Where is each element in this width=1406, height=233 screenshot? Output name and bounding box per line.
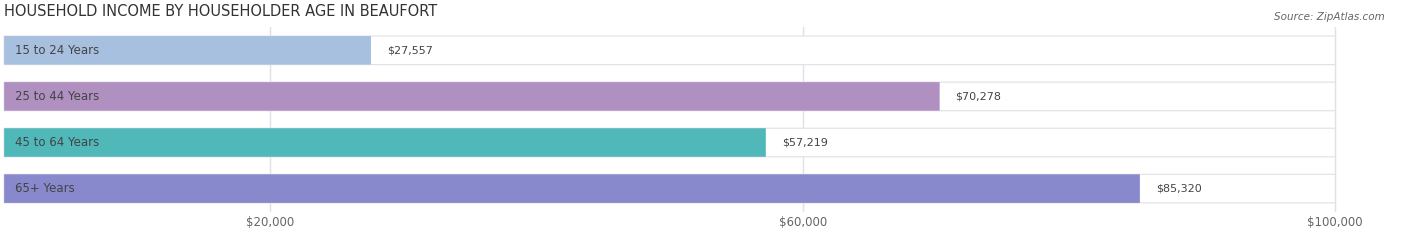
FancyBboxPatch shape [4,36,371,65]
FancyBboxPatch shape [4,82,1336,111]
FancyBboxPatch shape [4,82,939,111]
Text: 65+ Years: 65+ Years [15,182,75,195]
Text: $85,320: $85,320 [1156,184,1202,194]
FancyBboxPatch shape [4,128,766,157]
Text: $57,219: $57,219 [782,137,828,147]
Text: $27,557: $27,557 [387,45,433,55]
Text: $70,278: $70,278 [956,91,1001,101]
Text: Source: ZipAtlas.com: Source: ZipAtlas.com [1274,12,1385,22]
FancyBboxPatch shape [4,174,1336,203]
Text: 15 to 24 Years: 15 to 24 Years [15,44,98,57]
FancyBboxPatch shape [4,36,1336,65]
FancyBboxPatch shape [4,128,1336,157]
Text: HOUSEHOLD INCOME BY HOUSEHOLDER AGE IN BEAUFORT: HOUSEHOLD INCOME BY HOUSEHOLDER AGE IN B… [4,4,437,19]
Text: 25 to 44 Years: 25 to 44 Years [15,90,98,103]
Text: 45 to 64 Years: 45 to 64 Years [15,136,98,149]
FancyBboxPatch shape [4,174,1140,203]
